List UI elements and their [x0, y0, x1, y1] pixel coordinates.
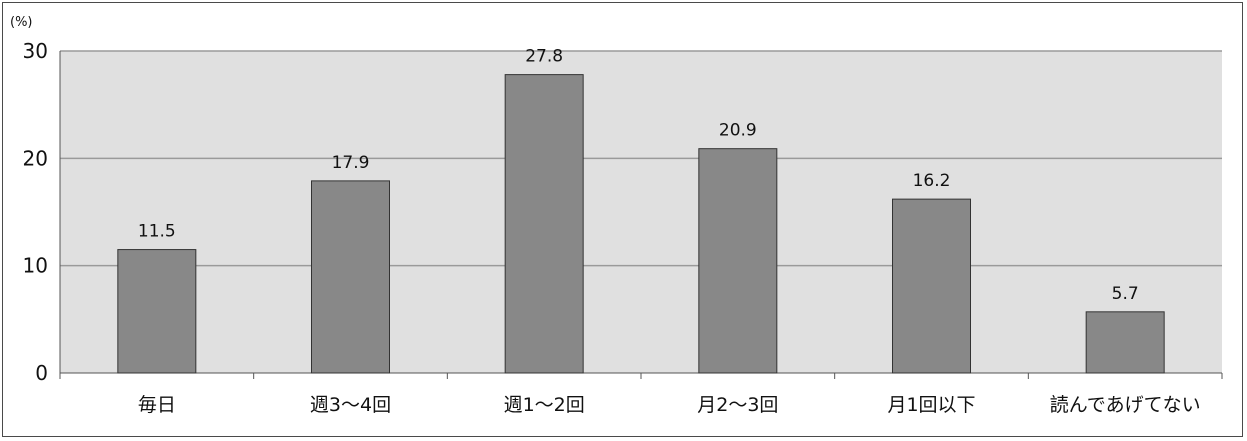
x-category-label: 週1～2回 [504, 394, 585, 416]
x-category-label: 毎日 [138, 394, 176, 416]
labels: 0 10 20 30 11.5 毎日 17.9 週3～4回 27.8 週1～2回 20.9 月2～3回… [23, 39, 1201, 416]
x-category-label: 週3～4回 [310, 394, 391, 416]
bars [117, 74, 1165, 374]
data-label: 16.2 [913, 171, 951, 191]
plot-background [60, 51, 1222, 373]
y-tick-label: 10 [23, 254, 48, 278]
y-tick-label: 0 [35, 361, 48, 385]
x-category-label: 読んであげてない [1050, 394, 1201, 416]
data-label: 20.9 [719, 121, 757, 141]
bar [311, 180, 390, 374]
data-label: 27.8 [525, 47, 563, 67]
bar [117, 249, 197, 374]
y-tick-label: 20 [23, 146, 48, 170]
bar [504, 74, 584, 374]
x-category-label: 月1回以下 [887, 394, 975, 416]
x-category-label: 月2～3回 [697, 394, 778, 416]
y-tick-label: 30 [23, 39, 48, 63]
bar [698, 148, 778, 374]
axes [59, 51, 1223, 379]
bar [1085, 311, 1165, 374]
data-label: 17.9 [332, 153, 370, 173]
bar [892, 198, 971, 374]
plot-area [60, 50, 1222, 373]
data-label: 11.5 [138, 222, 176, 242]
data-label: 5.7 [1112, 284, 1139, 304]
y-axis-unit-label: (%) [10, 15, 33, 30]
